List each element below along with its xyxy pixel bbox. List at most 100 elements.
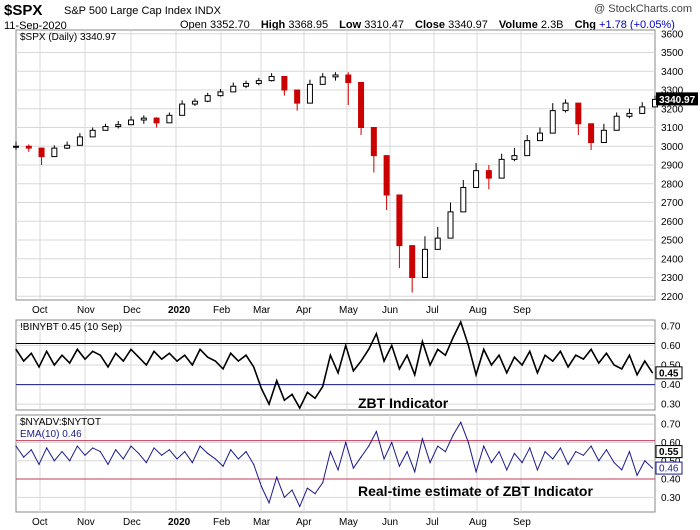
candle-body (626, 112, 633, 117)
x-tick-label: May (339, 305, 358, 316)
last-value-tag (656, 92, 698, 106)
candle-body (13, 145, 19, 148)
indicator-point (61, 451, 63, 453)
indicator-point (529, 350, 531, 352)
indicator-point (421, 438, 424, 440)
x-tick-label: Jul (426, 517, 439, 528)
indicator-point (613, 364, 615, 366)
indicator-point (552, 360, 554, 362)
indicator-point (368, 445, 370, 447)
x-tick-label: Nov (77, 305, 95, 316)
indicator-point (176, 360, 178, 362)
indicator-point (276, 476, 278, 478)
indicator-point (184, 354, 186, 356)
indicator-point (337, 469, 339, 471)
candle-body (281, 76, 288, 91)
y-tick-label: 0.70 (661, 321, 681, 332)
indicator-point (199, 445, 201, 447)
y-tick-label: 2300 (661, 273, 684, 284)
volume-value: 2.3B (540, 19, 564, 31)
y-tick-label: 3000 (661, 142, 684, 153)
indicator-point (575, 451, 577, 453)
candle-body (460, 187, 467, 213)
x-tick-label: Sep (513, 305, 531, 316)
indicator-point (437, 348, 439, 350)
indicator-point (314, 493, 316, 495)
indicator-point (237, 360, 239, 362)
indicator-point (322, 482, 324, 484)
indicator-point (306, 487, 308, 489)
last-value-label: 0.55 (659, 447, 679, 458)
volume-label: Volume (498, 19, 538, 31)
indicator-point (398, 465, 400, 467)
indicator-point (15, 445, 17, 447)
indicator-point (590, 348, 592, 350)
candle-body (115, 124, 122, 128)
indicator-point (368, 348, 370, 350)
panel-legend-ema: EMA(10) 0.46 (20, 429, 82, 440)
indicator-point (222, 368, 224, 370)
y-tick-label: 0.40 (661, 475, 681, 486)
x-tick-label: 2020 (168, 517, 191, 528)
indicator-point (582, 358, 585, 360)
indicator-point (92, 350, 94, 352)
candle-body (230, 85, 237, 93)
indicator-point (513, 452, 516, 455)
candle-body (498, 158, 505, 179)
indicator-point (30, 449, 32, 451)
candle-body (524, 140, 531, 157)
candle-body (38, 147, 45, 158)
indicator-point (191, 364, 193, 366)
candle-body (358, 82, 365, 128)
candle-body (319, 76, 326, 85)
x-tick-label: Aug (469, 305, 487, 316)
indicator-point (107, 463, 109, 466)
candle-body (434, 237, 441, 250)
indicator-point (130, 348, 132, 350)
candle-body (409, 245, 416, 278)
high-label: High (260, 19, 286, 31)
indicator-point (644, 460, 646, 462)
indicator-point (329, 451, 331, 453)
x-tick-label: Dec (123, 305, 141, 316)
open-value: 3352.70 (209, 19, 250, 31)
indicator-point (322, 385, 324, 388)
indicator-point (460, 321, 462, 323)
indicator-point (214, 458, 216, 460)
indicator-point (168, 352, 170, 354)
indicator-point (92, 447, 94, 449)
indicator-point (61, 354, 63, 356)
x-tick-label: Apr (296, 517, 312, 528)
open-label: Open (180, 19, 207, 31)
panel-legend-3: $NYADV:$NYTOT (20, 417, 101, 428)
candle-body (179, 103, 186, 116)
low-value: 3310.47 (364, 19, 404, 31)
x-tick-label: Oct (32, 305, 48, 316)
indicator-point (598, 362, 600, 364)
indicator-point (605, 352, 608, 354)
indicator-point (552, 458, 554, 460)
indicator-point (414, 471, 416, 473)
indicator-point (230, 449, 232, 451)
candle-body (562, 102, 569, 112)
candle-body (639, 106, 646, 114)
indicator-point (291, 393, 293, 395)
x-tick-label: May (339, 517, 358, 528)
indicator-point (222, 465, 224, 467)
indicator-point (521, 461, 523, 464)
indicator-point (46, 350, 48, 352)
indicator-point (299, 505, 301, 508)
indicator-point (168, 449, 170, 451)
indicator-point (76, 445, 78, 447)
y-tick-label: 2500 (661, 236, 684, 247)
indicator-line-2 (15, 421, 653, 508)
indicator-point (46, 447, 48, 449)
indicator-point (230, 352, 232, 354)
indicator-point (337, 372, 339, 374)
candle-body (485, 170, 492, 179)
indicator-point (345, 441, 347, 444)
indicator-point (99, 354, 101, 356)
indicator-point (421, 340, 424, 343)
indicator-point (475, 471, 477, 473)
indicator-point (498, 451, 500, 453)
